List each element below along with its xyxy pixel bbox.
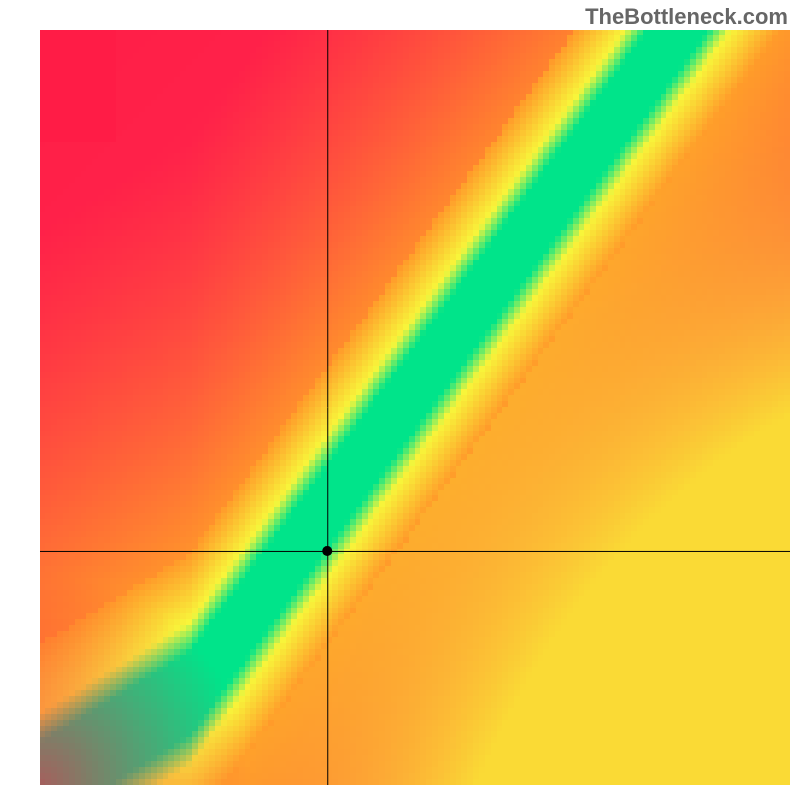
bottleneck-heatmap-canvas (40, 30, 790, 785)
heatmap-region (40, 30, 790, 785)
chart-container: TheBottleneck.com (0, 0, 800, 800)
watermark-text: TheBottleneck.com (585, 4, 788, 30)
